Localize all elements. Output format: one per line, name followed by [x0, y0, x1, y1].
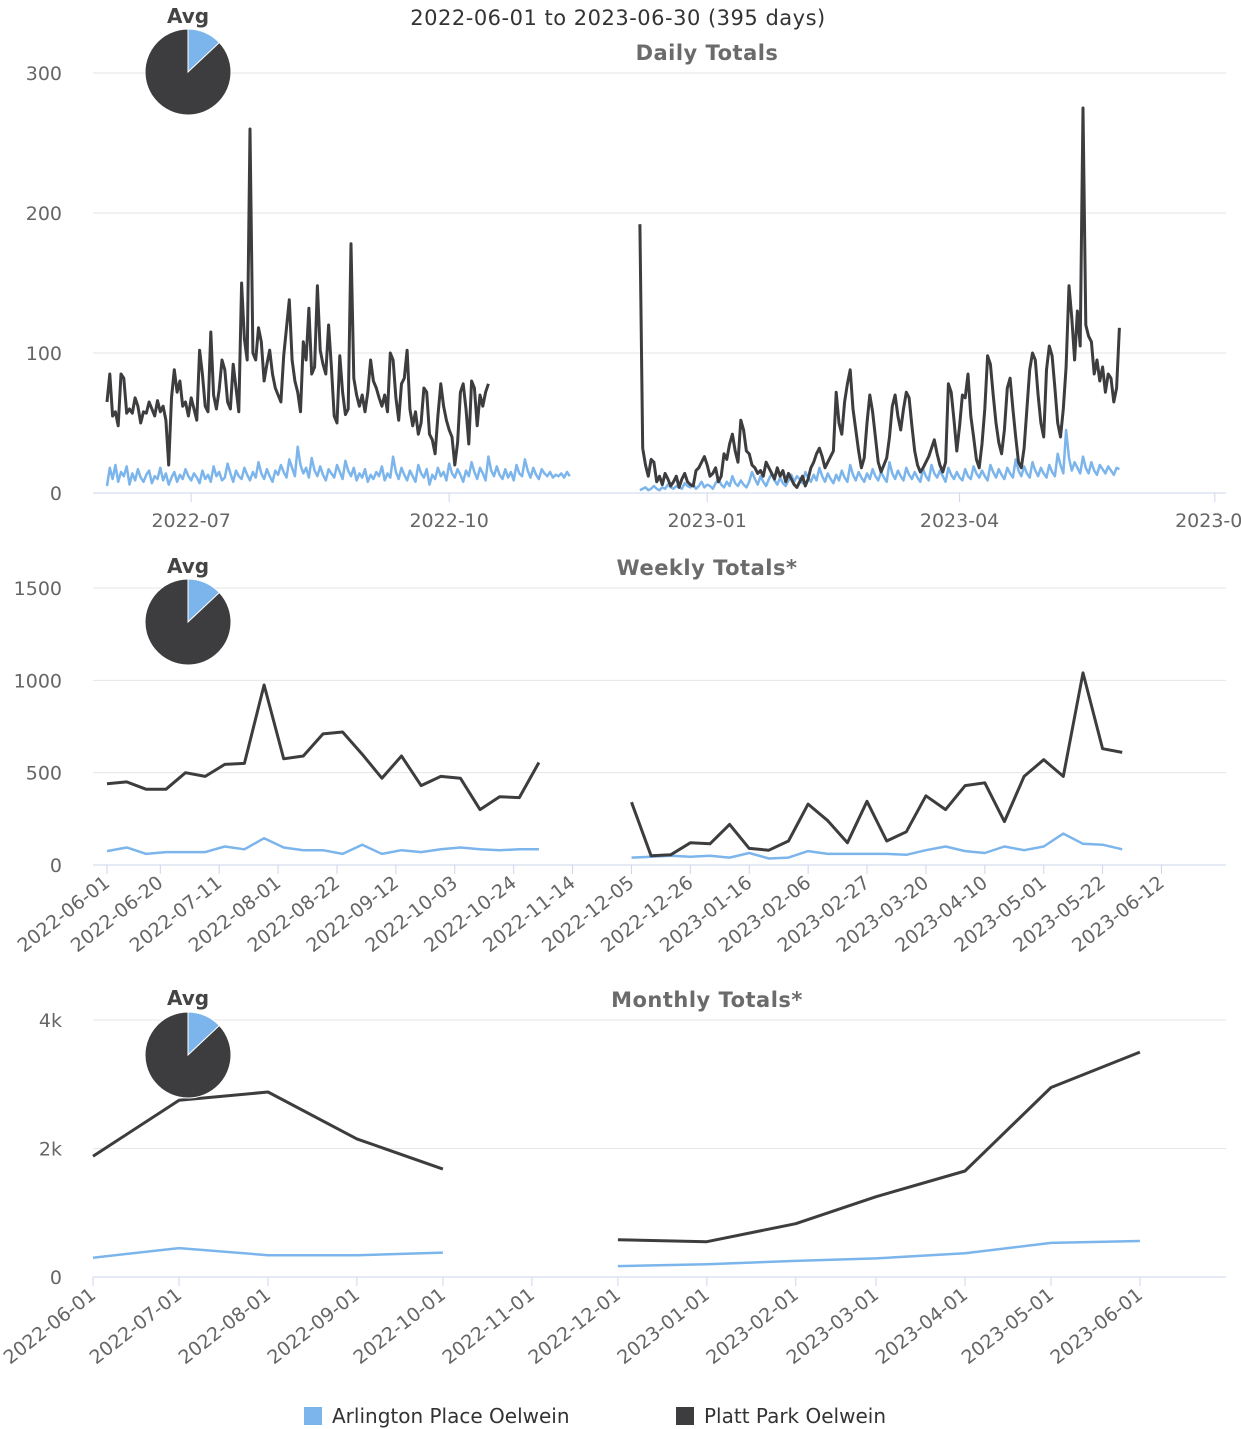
series-line-platt-segment-2 [630, 671, 1123, 858]
pie-slice-platt [144, 1011, 232, 1099]
series-line-arlington-segment-1 [92, 1246, 443, 1259]
series-line-platt-segment-1 [92, 1090, 444, 1171]
legend-item[interactable]: Platt Park Oelwein [676, 1404, 886, 1428]
chart-title: Weekly Totals* [617, 556, 798, 580]
series-line-arlington-segment-2 [631, 832, 1123, 860]
x-tick-label: 2022-10-01 [349, 1284, 450, 1369]
series-line-platt-segment-2 [638, 106, 1121, 489]
legend-label: Arlington Place Oelwein [332, 1404, 570, 1428]
date-range-subtitle: 2022-06-01 to 2023-06-30 (395 days) [410, 6, 825, 30]
legend-label: Platt Park Oelwein [704, 1404, 886, 1428]
daily-totals-chart: 0 100 200 300 2022-07 2022-10 2023-01 2023-04 20… [26, 4, 1241, 532]
y-tick-label: 4k [39, 1010, 62, 1032]
series-line-arlington-segment-2 [617, 1239, 1140, 1268]
series-line-platt-segment-1 [106, 683, 541, 812]
x-tick-label: 2022-12-01 [524, 1284, 625, 1369]
pie-label: Avg [167, 554, 209, 578]
y-tick-label: 0 [50, 483, 62, 505]
x-tick-label: 2022-08-01 [174, 1284, 275, 1369]
y-tick-label: 200 [26, 203, 62, 225]
x-tick-label: 2022-06-01 [0, 1284, 100, 1369]
x-tick-label: 2023-07 [1175, 510, 1241, 532]
x-tick-label: 2023-01 [667, 510, 746, 532]
chart-title: Monthly Totals* [611, 988, 803, 1012]
y-tick-label: 300 [26, 63, 62, 85]
x-tick-label: 2022-09-01 [263, 1284, 364, 1369]
weekly-totals-chart: 0500100015002022-06-012022-06-202022-07-… [14, 554, 1226, 957]
x-tick-label: 2023-01-01 [613, 1284, 714, 1369]
x-tick-label: 2023-05-01 [958, 1284, 1059, 1369]
series-line-platt-segment-1 [105, 127, 490, 467]
y-tick-label: 0 [50, 1267, 62, 1289]
pie-slice-platt [144, 578, 232, 666]
pie-label: Avg [167, 4, 209, 28]
y-tick-label: 1500 [14, 578, 62, 600]
legend-swatch [676, 1407, 694, 1425]
x-tick-label: 2022-07 [151, 510, 230, 532]
y-tick-label: 1000 [14, 670, 62, 692]
series-line-arlington-segment-1 [106, 836, 539, 856]
series-line-arlington-segment-1 [105, 445, 571, 487]
x-tick-label: 2022-07-01 [86, 1284, 187, 1369]
x-tick-label: 2022-11-01 [438, 1284, 539, 1369]
y-tick-label: 2k [39, 1139, 62, 1161]
pie-slice-platt [144, 28, 232, 116]
legend-swatch [304, 1407, 322, 1425]
x-tick-label: 2023-04 [920, 510, 999, 532]
legend-item[interactable]: Arlington Place Oelwein [304, 1404, 570, 1428]
monthly-totals-chart: 02k4k2022-06-012022-07-012022-08-012022-… [0, 986, 1226, 1369]
chart-legend: Arlington Place Oelwein Platt Park Oelwei… [304, 1404, 886, 1428]
pie-label: Avg [167, 986, 209, 1010]
y-tick-label: 500 [26, 763, 62, 785]
chart-title: Daily Totals [636, 41, 779, 65]
y-tick-label: 0 [50, 855, 62, 877]
x-tick-label: 2023-06-01 [1046, 1284, 1147, 1369]
series-line-platt-segment-2 [617, 1050, 1141, 1244]
x-tick-label: 2023-04-01 [871, 1284, 972, 1369]
x-tick-label: 2022-10 [409, 510, 488, 532]
y-tick-label: 100 [26, 343, 62, 365]
series-line-arlington-segment-2 [639, 428, 1120, 492]
